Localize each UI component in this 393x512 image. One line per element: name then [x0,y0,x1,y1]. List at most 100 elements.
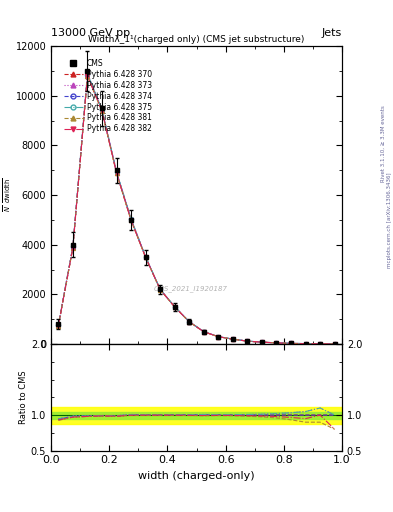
Pythia 6.428 381 [274,340,279,346]
Pythia 6.428 373 [231,336,235,342]
Pythia 6.428 375 [85,71,90,77]
Pythia 6.428 375 [318,341,323,347]
Y-axis label: Ratio to CMS: Ratio to CMS [19,371,28,424]
Pythia 6.428 374 [56,322,61,328]
Pythia 6.428 382 [143,254,148,261]
Pythia 6.428 382 [85,73,90,79]
Pythia 6.428 374 [318,341,323,347]
Pythia 6.428 381 [56,323,61,329]
Pythia 6.428 373 [274,340,279,346]
Pythia 6.428 373 [100,106,105,113]
Pythia 6.428 370 [332,341,337,347]
Pythia 6.428 382 [129,217,134,223]
Pythia 6.428 381 [114,170,119,176]
Pythia 6.428 375 [245,338,250,344]
Pythia 6.428 374 [158,286,163,292]
Pythia 6.428 375 [216,333,221,339]
Pythia 6.428 375 [158,286,163,292]
Pythia 6.428 381 [71,245,75,251]
Pythia 6.428 382 [318,341,323,347]
Pythia 6.428 375 [332,341,337,347]
Pythia 6.428 375 [114,168,119,175]
Pythia 6.428 381 [318,341,323,347]
Pythia 6.428 374 [202,329,206,335]
Pythia 6.428 373 [216,333,221,339]
Pythia 6.428 373 [143,253,148,260]
Pythia 6.428 381 [187,319,192,325]
Pythia 6.428 370 [231,336,235,342]
Pythia 6.428 381 [245,338,250,344]
Pythia 6.428 374 [303,340,308,347]
Pythia 6.428 381 [289,340,294,347]
Pythia 6.428 375 [202,329,206,335]
Bar [51,412,342,419]
Pythia 6.428 373 [56,322,61,328]
Pythia 6.428 370 [100,108,105,114]
Pythia 6.428 373 [158,286,163,292]
Pythia 6.428 373 [245,338,250,344]
Pythia 6.428 374 [114,169,119,175]
Pythia 6.428 370 [245,338,250,344]
Pythia 6.428 373 [187,318,192,325]
Pythia 6.428 370 [289,340,294,347]
Pythia 6.428 373 [289,340,294,347]
X-axis label: width (charged-only): width (charged-only) [138,471,255,481]
Pythia 6.428 370 [158,286,163,292]
Pythia 6.428 375 [129,216,134,222]
Pythia 6.428 373 [303,340,308,347]
Pythia 6.428 381 [202,329,206,335]
Pythia 6.428 375 [231,336,235,342]
Pythia 6.428 373 [260,339,264,345]
Pythia 6.428 374 [216,334,221,340]
Pythia 6.428 375 [187,318,192,325]
Pythia 6.428 382 [187,319,192,325]
Pythia 6.428 373 [173,304,177,310]
Line: Pythia 6.428 375: Pythia 6.428 375 [56,72,337,346]
Pythia 6.428 370 [56,323,61,329]
Pythia 6.428 370 [274,340,279,346]
Pythia 6.428 370 [71,244,75,250]
Pythia 6.428 381 [100,108,105,114]
Title: Widthλ_1¹(charged only) (CMS jet substructure): Widthλ_1¹(charged only) (CMS jet substru… [88,35,305,44]
Y-axis label: $\frac{1}{N}$ $\frac{dN}{d\mathrm{width}}$: $\frac{1}{N}$ $\frac{dN}{d\mathrm{width}… [0,178,13,212]
Pythia 6.428 381 [260,339,264,345]
Pythia 6.428 381 [85,73,90,79]
Pythia 6.428 382 [303,340,308,347]
Line: Pythia 6.428 381: Pythia 6.428 381 [56,74,337,346]
Text: Jets: Jets [321,28,342,38]
Line: Pythia 6.428 374: Pythia 6.428 374 [56,73,337,346]
Line: Pythia 6.428 370: Pythia 6.428 370 [56,74,337,346]
Text: CMS_2021_I1920187: CMS_2021_I1920187 [154,286,228,292]
Pythia 6.428 374 [332,341,337,347]
Pythia 6.428 374 [289,340,294,347]
Pythia 6.428 373 [85,70,90,76]
Pythia 6.428 375 [56,322,61,328]
Pythia 6.428 382 [71,244,75,250]
Pythia 6.428 381 [143,254,148,261]
Pythia 6.428 370 [114,169,119,176]
Pythia 6.428 374 [173,304,177,310]
Pythia 6.428 373 [71,243,75,249]
Pythia 6.428 370 [260,339,264,345]
Pythia 6.428 374 [100,107,105,113]
Pythia 6.428 375 [260,339,264,345]
Pythia 6.428 370 [202,329,206,335]
Pythia 6.428 373 [202,329,206,335]
Pythia 6.428 381 [129,218,134,224]
Pythia 6.428 370 [143,254,148,260]
Pythia 6.428 374 [143,254,148,260]
Pythia 6.428 381 [303,340,308,347]
Pythia 6.428 374 [129,217,134,223]
Pythia 6.428 373 [332,341,337,347]
Pythia 6.428 370 [318,341,323,347]
Pythia 6.428 382 [274,340,279,346]
Pythia 6.428 375 [274,340,279,346]
Text: 13000 GeV pp: 13000 GeV pp [51,28,130,38]
Pythia 6.428 382 [289,340,294,347]
Legend: CMS, Pythia 6.428 370, Pythia 6.428 373, Pythia 6.428 374, Pythia 6.428 375, Pyt: CMS, Pythia 6.428 370, Pythia 6.428 373,… [61,56,155,136]
Pythia 6.428 382 [100,108,105,114]
Pythia 6.428 370 [216,334,221,340]
Pythia 6.428 373 [129,216,134,222]
Pythia 6.428 382 [114,170,119,176]
Pythia 6.428 374 [274,340,279,346]
